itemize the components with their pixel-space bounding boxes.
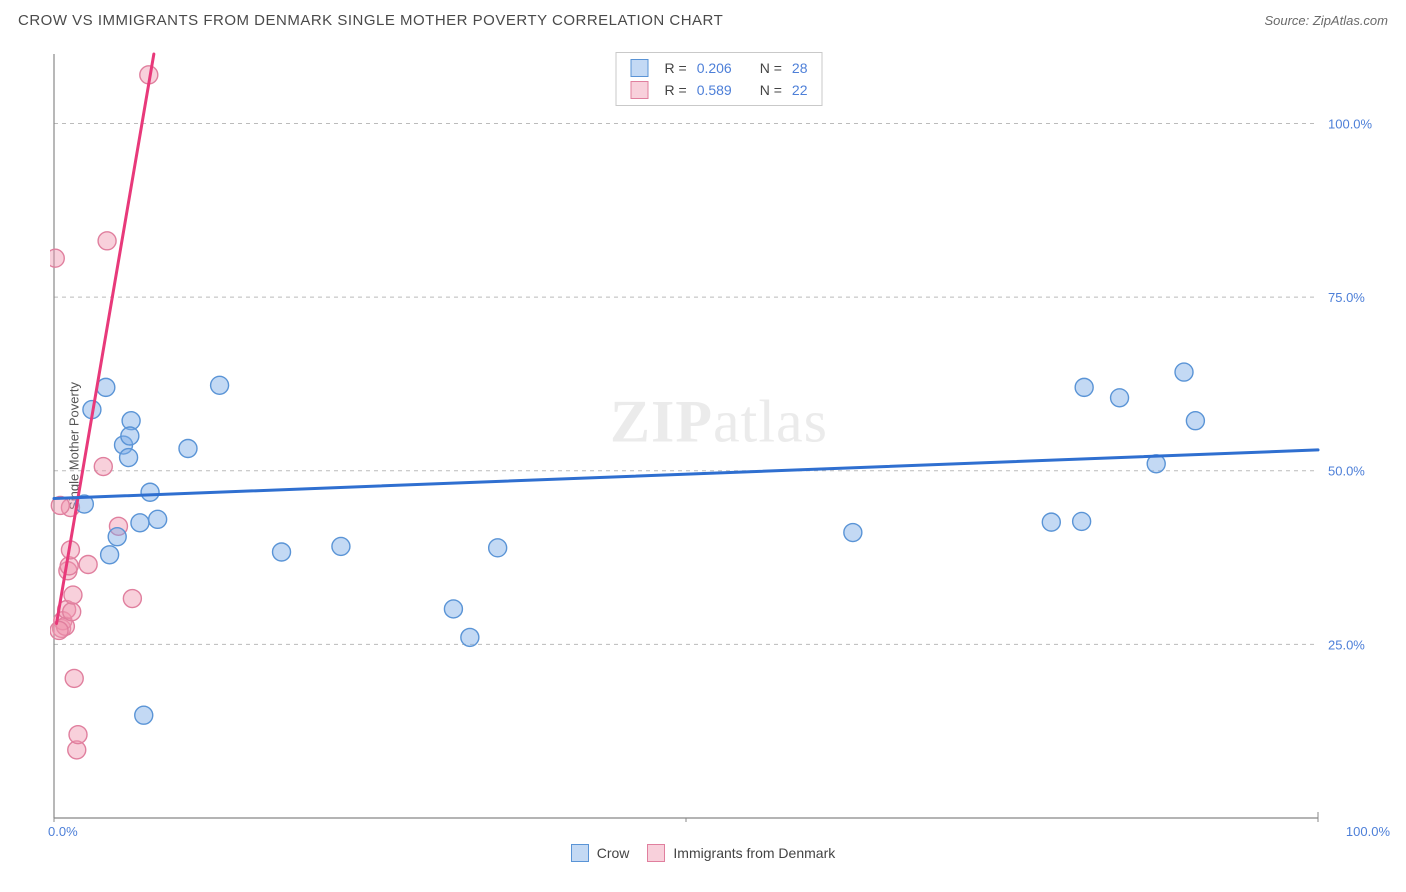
scatter-plot: 25.0% 50.0% 75.0% 100.0%: [50, 52, 1388, 822]
n-value-crow: 28: [792, 60, 808, 76]
swatch-crow: [631, 59, 649, 77]
series-legend: Crow Immigrants from Denmark: [0, 844, 1406, 862]
chart-title: CROW VS IMMIGRANTS FROM DENMARK SINGLE M…: [18, 12, 723, 29]
svg-text:75.0%: 75.0%: [1328, 290, 1365, 305]
chart-area: ZIPatlas 25.0%50.0%75.0%100.0% R = 0.206…: [50, 52, 1388, 822]
r-value-crow: 0.206: [697, 60, 732, 76]
legend-label-crow: Crow: [597, 845, 630, 861]
n-label: N =: [760, 82, 782, 98]
swatch-crow-icon: [571, 844, 589, 862]
legend-row-denmark: R = 0.589 N = 22: [631, 79, 808, 101]
r-value-denmark: 0.589: [697, 82, 732, 98]
source-value: ZipAtlas.com: [1313, 13, 1388, 28]
swatch-denmark-icon: [647, 844, 665, 862]
legend-label-denmark: Immigrants from Denmark: [673, 845, 835, 861]
correlation-legend: R = 0.206 N = 28 R = 0.589 N = 22: [616, 52, 823, 106]
x-tick-100: 100.0%: [1346, 824, 1390, 839]
x-tick-0: 0.0%: [48, 824, 78, 839]
legend-item-denmark: Immigrants from Denmark: [647, 844, 835, 862]
x-axis-ticks: 0.0% 100.0%: [50, 824, 1388, 844]
svg-text:25.0%: 25.0%: [1328, 637, 1365, 652]
legend-item-crow: Crow: [571, 844, 630, 862]
svg-text:50.0%: 50.0%: [1328, 464, 1365, 479]
r-label: R =: [665, 60, 687, 76]
source-attribution: Source: ZipAtlas.com: [1264, 13, 1388, 28]
r-label: R =: [665, 82, 687, 98]
legend-row-crow: R = 0.206 N = 28: [631, 57, 808, 79]
n-value-denmark: 22: [792, 82, 808, 98]
source-label: Source:: [1264, 13, 1312, 28]
swatch-denmark: [631, 81, 649, 99]
n-label: N =: [760, 60, 782, 76]
svg-text:100.0%: 100.0%: [1328, 116, 1373, 131]
